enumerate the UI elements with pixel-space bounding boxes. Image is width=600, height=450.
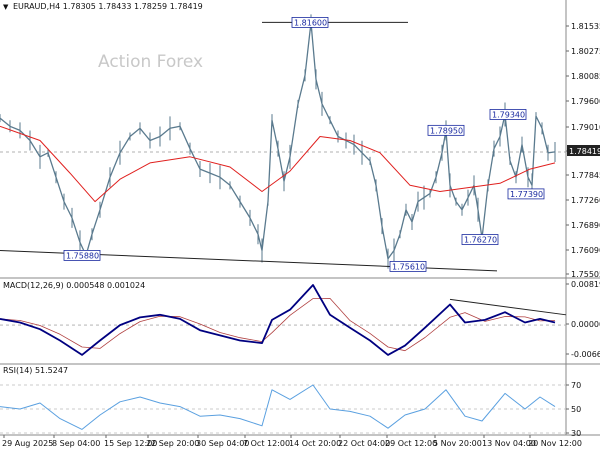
price-annotation-box (291, 17, 329, 28)
y-tick-label: 1.75505 (571, 270, 600, 279)
price-annotation-box (507, 188, 545, 200)
price-annotation-label: 1.77390 (510, 190, 543, 199)
price-series (0, 21, 556, 260)
open-value: 1.78305 (62, 2, 96, 11)
x-tick-label: 7 Oct 12:00 (243, 439, 290, 448)
watermark: Action Forex (98, 52, 204, 72)
price-annotation-box (63, 250, 101, 261)
high-value: 1.78433 (98, 2, 132, 11)
y-tick-label: 1.79600 (571, 97, 600, 106)
y-tick-label: 1.80085 (571, 72, 600, 81)
close-value: 1.78419 (169, 2, 203, 11)
current-price-tag (567, 145, 600, 156)
price-annotation-box (461, 234, 499, 245)
macd-line (0, 284, 556, 356)
triangle-down-icon[interactable]: ▼ (3, 3, 9, 11)
price-annotation-label: 1.79340 (492, 110, 525, 119)
x-tick-label: 22 Sep 20:00 (146, 439, 199, 448)
y-tick-label: 1.76890 (571, 221, 600, 230)
x-tick-label: 14 Oct 20:00 (289, 439, 341, 448)
price-annotation-label: 1.75880 (66, 251, 99, 260)
x-tick-label: 29 Oct 12:00 (385, 439, 437, 448)
x-tick-label: 5 Nov 20:00 (433, 439, 482, 448)
price-annotation-label: 1.75610 (392, 262, 425, 271)
rsi-title: RSI(14) 51.5247 (3, 366, 68, 375)
y-tick-label: 1.76090 (571, 246, 600, 255)
x-tick-label: 13 Nov 04:00 (482, 439, 536, 448)
x-tick-label: 8 Sep 04:00 (52, 439, 100, 448)
symbol-label: EURAUD,H4 (12, 2, 61, 11)
y-tick-label: 0.008194 (571, 280, 600, 289)
rsi-line (0, 384, 556, 430)
price-annotation-label: 1.76270 (464, 236, 497, 245)
y-tick-label: 1.77260 (571, 196, 600, 205)
price-annotation-box (389, 261, 427, 272)
y-tick-label: 0.000000 (571, 320, 600, 329)
x-tick-label: 29 Aug 2025 (2, 439, 53, 448)
x-tick-label: 22 Oct 04:00 (338, 439, 390, 448)
y-tick-label: 1.78419 (569, 147, 600, 156)
low-value: 1.78259 (134, 2, 168, 11)
y-tick-label: 1.80275 (571, 47, 600, 56)
y-tick-label: 50 (571, 405, 581, 414)
moving-average-line (0, 125, 556, 203)
macd-trendline (449, 298, 567, 316)
y-tick-label: 1.79010 (571, 123, 600, 132)
macd-title: MACD(12,26,9) 0.000548 0.001024 (3, 281, 145, 290)
y-tick-label: 1.77845 (571, 171, 600, 180)
y-tick-label: 1.81535 (571, 22, 600, 31)
price-annotation-label: 1.78950 (430, 126, 463, 135)
price-annotation-label: 1.81600 (294, 18, 327, 27)
macd-signal-line (0, 298, 556, 352)
x-tick-label: 30 Sep 04:00 (196, 439, 249, 448)
y-tick-label: 30 (571, 429, 581, 438)
y-tick-label: -0.006604 (571, 350, 600, 359)
y-tick-label: 70 (571, 381, 581, 390)
chart-header: ▼ EURAUD,H4 1.78305 1.78433 1.78259 1.78… (3, 2, 203, 11)
price-annotation-box (427, 124, 465, 136)
price-annotation-box (489, 109, 527, 120)
x-tick-label: 20 Nov 12:00 (528, 439, 582, 448)
x-tick-label: 15 Sep 12:00 (104, 439, 157, 448)
